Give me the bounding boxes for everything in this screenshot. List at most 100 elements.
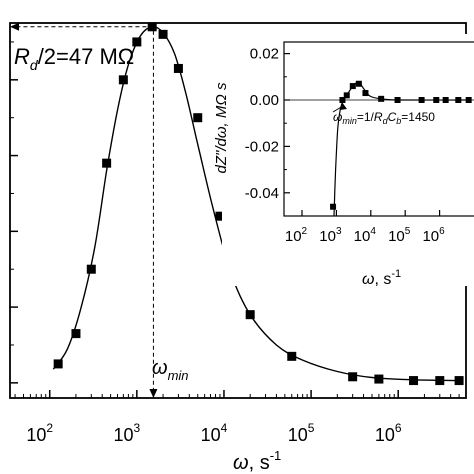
inset-x-tick-exp: 6 — [439, 226, 445, 237]
main-data-point — [71, 329, 81, 339]
inset-x-tick-base: 10 — [354, 228, 371, 245]
main-data-point — [245, 310, 255, 320]
inset-x-axis-unit: , s — [374, 271, 391, 288]
inset-data-point — [394, 97, 401, 103]
inset-x-tick-exp: 2 — [302, 226, 308, 237]
main-x-tick-label: 105 — [288, 421, 315, 445]
inset-x-axis-var: ω — [362, 271, 374, 288]
inset-annot-sub-b: b — [396, 116, 401, 126]
inset-data-point — [378, 95, 385, 102]
wmin-subscript: min — [168, 368, 189, 383]
inset-plot: 0.020.00-0.02-0.04 102 103 104 105 106 ωmin=… — [213, 34, 474, 288]
main-x-axis-exp: -1 — [270, 448, 282, 463]
inset-y-axis-label: dZ"/dω, MΩ s — [213, 82, 230, 173]
main-data-point — [158, 29, 168, 39]
inset-x-tick-label: 106 — [422, 226, 445, 245]
main-x-tick-exp: 5 — [308, 421, 315, 435]
main-data-point — [287, 351, 297, 361]
main-data-point — [132, 37, 142, 47]
inset-y-tick-label: -0.04 — [245, 185, 279, 202]
main-x-tick-base: 10 — [288, 425, 308, 445]
main-data-point — [86, 264, 96, 274]
main-x-tick-label: 102 — [26, 421, 53, 445]
rd-subscript: d — [30, 57, 39, 73]
inset-axis-ticks — [284, 52, 441, 216]
inset-data-point — [343, 92, 350, 99]
main-x-tick-exp: 3 — [134, 421, 141, 435]
inset-data-point — [442, 97, 449, 103]
main-data-point — [102, 158, 112, 168]
main-plot: 102 103 104 105 106 Rd/2=47 MΩ ωmin ω, s-1 — [9, 22, 467, 474]
inset-y-tick-label: 0.02 — [250, 46, 279, 63]
inset-x-tick-labels: 102 103 104 105 106 — [285, 226, 445, 245]
main-x-tick-labels: 102 103 104 105 106 — [26, 421, 402, 445]
inset-annot-r: R — [374, 110, 383, 124]
rd-symbol: R — [14, 44, 30, 69]
wmin-annotation: ωmin — [152, 357, 189, 383]
inset-frame — [283, 41, 474, 217]
inset-annot-sub-min: min — [342, 116, 357, 126]
main-x-tick-label: 104 — [201, 421, 228, 445]
inset-annot-eq: =1/ — [357, 110, 375, 124]
main-x-tick-label: 106 — [375, 421, 402, 445]
main-x-tick-exp: 2 — [46, 421, 53, 435]
main-data-point — [193, 113, 203, 123]
inset-y-tick-label: 0.00 — [250, 92, 279, 109]
main-data-point — [454, 376, 464, 386]
inset-background — [222, 34, 474, 286]
main-x-tick-label: 103 — [113, 421, 140, 445]
main-data-point — [173, 63, 183, 73]
inset-x-tick-base: 10 — [422, 228, 439, 245]
inset-data-point — [339, 97, 346, 103]
inset-x-tick-label: 104 — [354, 226, 377, 245]
inset-x-axis-exp: -1 — [391, 268, 401, 280]
inset-x-tick-label: 105 — [388, 226, 411, 245]
main-x-axis-var: ω — [233, 452, 249, 474]
main-x-tick-base: 10 — [26, 425, 46, 445]
inset-y-tick-label: -0.02 — [245, 138, 279, 155]
inset-data-point — [433, 97, 440, 103]
main-data-point — [409, 376, 419, 386]
inset-data-point — [465, 97, 472, 103]
inset-x-tick-label: 102 — [285, 226, 308, 245]
rd-arrowhead — [10, 22, 19, 31]
inset-data-point — [362, 90, 369, 97]
rd-annotation: Rd/2=47 MΩ — [14, 44, 134, 73]
inset-y-tick-labels: 0.02 0.00 -0.02 -0.04 — [245, 46, 279, 202]
main-x-axis-unit: , s — [249, 452, 270, 474]
main-x-tick-exp: 6 — [395, 421, 402, 435]
main-x-tick-base: 10 — [375, 425, 395, 445]
inset-x-axis-label: ω, s-1 — [362, 268, 401, 288]
inset-x-tick-label: 103 — [319, 226, 342, 245]
main-data-point — [435, 376, 445, 386]
inset-x-tick-exp: 5 — [405, 226, 411, 237]
main-axis-ticks — [10, 41, 467, 398]
inset-data-point — [418, 97, 425, 103]
inset-x-tick-base: 10 — [319, 228, 336, 245]
inset-x-tick-base: 10 — [285, 228, 302, 245]
inset-annot-c: C — [388, 110, 397, 124]
inset-annot-omega: ω — [333, 110, 342, 124]
main-data-point — [374, 374, 384, 384]
wmin-symbol: ω — [152, 357, 168, 379]
inset-x-tick-exp: 3 — [336, 226, 342, 237]
main-x-tick-exp: 4 — [221, 421, 228, 435]
inset-annotation: ωmin=1/RdCb=1450 — [333, 110, 435, 126]
main-data-point — [215, 211, 225, 221]
wmin-arrowhead — [149, 389, 158, 398]
main-data-point — [348, 372, 358, 382]
main-x-tick-base: 10 — [201, 425, 221, 445]
main-x-axis-label: ω, s-1 — [233, 448, 281, 474]
inset-annot-sub-d: d — [383, 116, 389, 126]
inset-data-point — [455, 97, 462, 103]
inset-data-points — [330, 80, 472, 210]
rd-value-text: /2=47 MΩ — [38, 44, 135, 69]
main-data-point — [118, 75, 128, 85]
main-x-tick-base: 10 — [113, 425, 133, 445]
inset-annot-tail: =1450 — [401, 110, 435, 124]
inset-x-tick-base: 10 — [388, 228, 405, 245]
main-data-point — [53, 359, 63, 369]
inset-annotation-arrowhead — [339, 102, 347, 110]
inset-x-tick-exp: 4 — [370, 226, 376, 237]
